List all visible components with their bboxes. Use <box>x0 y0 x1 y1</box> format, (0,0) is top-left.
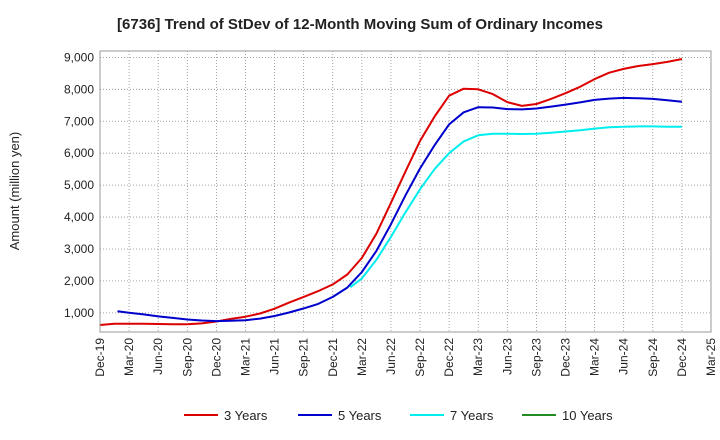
plot-series <box>99 58 683 326</box>
y-axis-label: Amount (million yen) <box>7 132 22 251</box>
series-line-5-years <box>117 96 683 323</box>
x-tick-label: Sep-22 <box>413 338 427 377</box>
y-tick-label: 3,000 <box>64 242 94 256</box>
x-axis-ticks: Dec-19 Mar-20 Jun-20 Sep-20 Dec-20 Mar-21 Jun-… <box>93 338 718 377</box>
x-tick-label: Dec-24 <box>675 338 689 377</box>
y-tick-label: 6,000 <box>64 146 94 160</box>
x-tick-label: Mar-24 <box>588 338 602 376</box>
y-tick-label: 5,000 <box>64 178 94 192</box>
legend-label: 10 Years <box>562 408 613 423</box>
plot-frame <box>99 50 712 333</box>
y-tick-label: 9,000 <box>64 50 94 64</box>
legend: 3 Years 5 Years 7 Years 10 Years <box>184 408 613 423</box>
x-tick-label: Dec-20 <box>209 338 223 377</box>
plot-grid <box>100 51 711 332</box>
y-tick-label: 2,000 <box>64 274 94 288</box>
x-tick-label: Dec-19 <box>93 338 107 377</box>
y-tick-label: 4,000 <box>64 210 94 224</box>
x-tick-label: Mar-25 <box>704 338 718 376</box>
series-line-7-years <box>349 125 682 289</box>
x-tick-label: Mar-20 <box>122 338 136 376</box>
x-tick-label: Jun-23 <box>500 338 514 375</box>
x-tick-label: Sep-23 <box>529 338 543 377</box>
y-tick-label: 7,000 <box>64 114 94 128</box>
x-tick-label: Mar-22 <box>355 338 369 376</box>
x-tick-label: Jun-20 <box>151 338 165 375</box>
x-tick-label: Mar-23 <box>471 338 485 376</box>
x-tick-label: Sep-24 <box>646 338 660 377</box>
series-line-3-years <box>99 58 683 326</box>
x-tick-label: Jun-21 <box>268 338 282 375</box>
x-tick-label: Dec-22 <box>442 338 456 377</box>
legend-label: 7 Years <box>450 408 494 423</box>
y-tick-label: 1,000 <box>64 306 94 320</box>
x-tick-label: Jun-24 <box>617 338 631 375</box>
y-axis-ticks: 1,000 2,000 3,000 4,000 5,000 6,000 7,000 8,000… <box>64 50 94 319</box>
chart-title: [6736] Trend of StDev of 12-Month Moving… <box>117 16 603 33</box>
x-tick-label: Dec-21 <box>326 338 340 377</box>
x-tick-label: Sep-21 <box>297 338 311 377</box>
y-tick-label: 8,000 <box>64 82 94 96</box>
legend-label: 3 Years <box>224 408 268 423</box>
x-tick-label: Jun-22 <box>384 338 398 375</box>
x-tick-label: Dec-23 <box>559 338 573 377</box>
legend-label: 5 Years <box>338 408 382 423</box>
x-tick-label: Mar-21 <box>238 338 252 376</box>
x-tick-label: Sep-20 <box>180 338 194 377</box>
